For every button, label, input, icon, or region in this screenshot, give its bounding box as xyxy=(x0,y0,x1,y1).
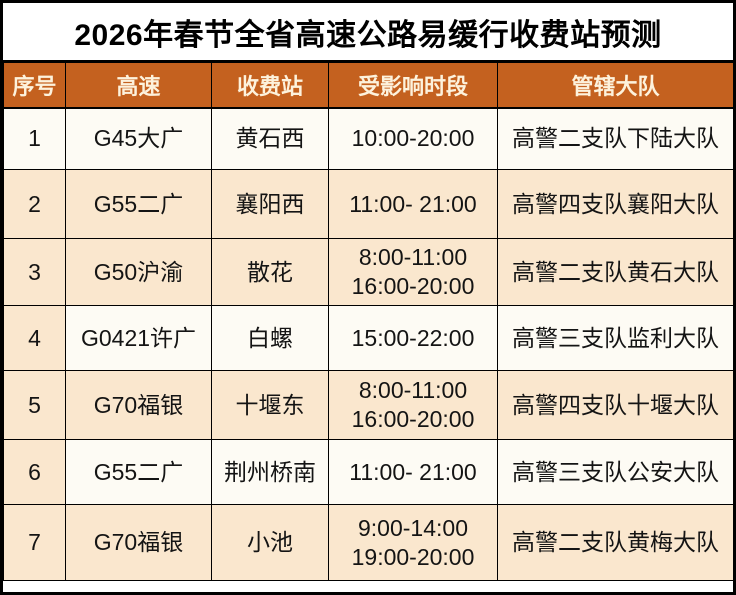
table-body: 1 G45大广 黄石西 10:00-20:00 高警二支队下陆大队 2 G55二… xyxy=(3,107,733,581)
cell-serial-number: 7 xyxy=(3,504,66,581)
column-header-2: 收费站 xyxy=(211,62,329,109)
cell-serial-number: 4 xyxy=(3,305,66,371)
cell-affected-period: 9:00-14:00 19:00-20:00 xyxy=(328,504,498,581)
cell-toll-station: 白螺 xyxy=(211,305,329,371)
table-row: 4 G0421许广 白螺 15:00-22:00 高警三支队监利大队 xyxy=(3,305,733,371)
column-header-0: 序号 xyxy=(3,62,66,109)
cell-affected-period: 8:00-11:00 16:00-20:00 xyxy=(328,370,498,440)
cell-affected-period: 11:00- 21:00 xyxy=(328,439,498,505)
header-row: 序号 高速 收费站 受影响时段 管辖大队 xyxy=(3,62,733,109)
cell-affected-period: 15:00-22:00 xyxy=(328,305,498,371)
forecast-table: 序号 高速 收费站 受影响时段 管辖大队 1 G45大广 黄石西 10:00-20:00… xyxy=(3,62,733,581)
cell-serial-number: 3 xyxy=(3,238,66,306)
cell-highway: G70福银 xyxy=(65,370,212,440)
cell-affected-period: 10:00-20:00 xyxy=(328,107,498,170)
cell-jurisdiction-brigade: 高警四支队十堰大队 xyxy=(497,370,733,440)
column-header-1: 高速 xyxy=(65,62,212,109)
table-row: 3 G50沪渝 散花 8:00-11:00 16:00-20:00 高警二支队黄石… xyxy=(3,238,733,306)
cell-affected-period: 8:00-11:00 16:00-20:00 xyxy=(328,238,498,306)
cell-highway: G70福银 xyxy=(65,504,212,581)
cell-affected-period: 11:00- 21:00 xyxy=(328,169,498,239)
page-title: 2026年春节全省高速公路易缓行收费站预测 xyxy=(3,3,733,62)
cell-toll-station: 小池 xyxy=(211,504,329,581)
cell-jurisdiction-brigade: 高警三支队监利大队 xyxy=(497,305,733,371)
cell-jurisdiction-brigade: 高警三支队公安大队 xyxy=(497,439,733,505)
cell-serial-number: 1 xyxy=(3,107,66,170)
cell-toll-station: 荆州桥南 xyxy=(211,439,329,505)
cell-jurisdiction-brigade: 高警二支队下陆大队 xyxy=(497,107,733,170)
column-header-4: 管辖大队 xyxy=(497,62,733,109)
cell-serial-number: 2 xyxy=(3,169,66,239)
cell-highway: G55二广 xyxy=(65,169,212,239)
cell-jurisdiction-brigade: 高警四支队襄阳大队 xyxy=(497,169,733,239)
cell-serial-number: 5 xyxy=(3,370,66,440)
cell-toll-station: 散花 xyxy=(211,238,329,306)
cell-highway: G45大广 xyxy=(65,107,212,170)
column-header-3: 受影响时段 xyxy=(328,62,498,109)
cell-highway: G0421许广 xyxy=(65,305,212,371)
cell-toll-station: 襄阳西 xyxy=(211,169,329,239)
table-row: 1 G45大广 黄石西 10:00-20:00 高警二支队下陆大队 xyxy=(3,107,733,170)
cell-highway: G55二广 xyxy=(65,439,212,505)
table-row: 5 G70福银 十堰东 8:00-11:00 16:00-20:00 高警四支队十… xyxy=(3,370,733,440)
cell-highway: G50沪渝 xyxy=(65,238,212,306)
table-row: 2 G55二广 襄阳西 11:00- 21:00 高警四支队襄阳大队 xyxy=(3,169,733,239)
cell-jurisdiction-brigade: 高警二支队黄梅大队 xyxy=(497,504,733,581)
cell-toll-station: 十堰东 xyxy=(211,370,329,440)
cell-toll-station: 黄石西 xyxy=(211,107,329,170)
cell-jurisdiction-brigade: 高警二支队黄石大队 xyxy=(497,238,733,306)
cell-serial-number: 6 xyxy=(3,439,66,505)
table-row: 7 G70福银 小池 9:00-14:00 19:00-20:00 高警二支队黄梅… xyxy=(3,504,733,581)
table-row: 6 G55二广 荆州桥南 11:00- 21:00 高警三支队公安大队 xyxy=(3,439,733,505)
